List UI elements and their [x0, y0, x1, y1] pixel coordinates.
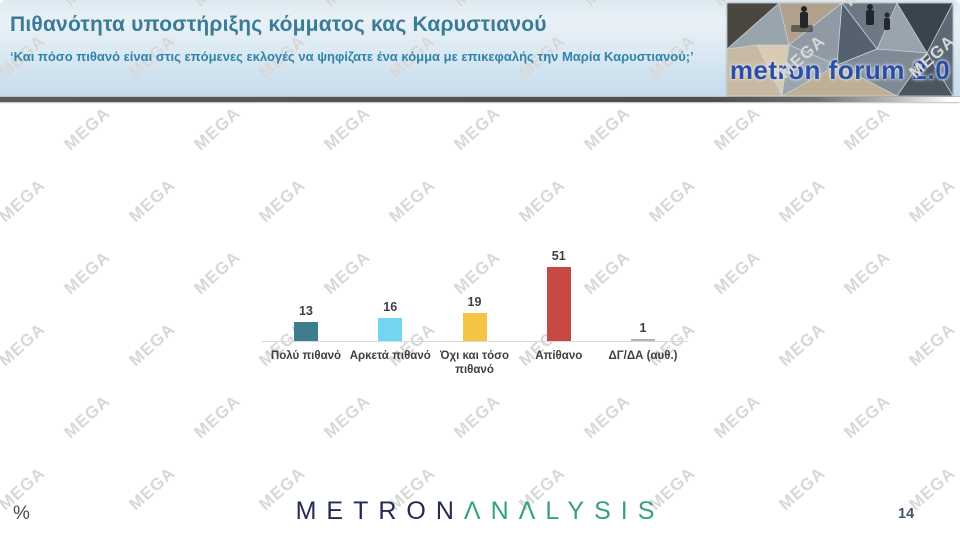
watermark-text: MEGA — [775, 175, 829, 227]
page-number: 14 — [898, 506, 915, 522]
slide-title: Πιθανότητα υποστήριξης κόμματος κας Καρυ… — [10, 13, 547, 36]
category-label-2: Αρκετά πιθανό — [349, 350, 431, 362]
watermark-text: MEGA — [320, 391, 374, 443]
watermark-text: MEGA — [125, 319, 179, 371]
header-divider — [0, 97, 960, 102]
watermark-text: MEGA — [60, 535, 114, 540]
watermark-text: MEGA — [320, 103, 374, 155]
watermark-text: MEGA — [450, 103, 504, 155]
bar-2 — [378, 318, 403, 341]
logo-metron: METRON — [295, 497, 464, 525]
people-silhouettes — [791, 4, 890, 32]
watermark-text: MEGA — [450, 391, 504, 443]
slide-subtitle: ‘Και πόσο πιθανό είναι στις επόμενες εκλ… — [10, 49, 694, 64]
watermark-text: MEGA — [645, 175, 699, 227]
watermark-text: MEGA — [320, 535, 374, 540]
watermark-text: MEGA — [190, 535, 244, 540]
watermark-text: MEGA — [710, 103, 764, 155]
watermark-text: MEGA — [840, 535, 894, 540]
bar-5 — [631, 339, 655, 341]
watermark-text: MEGA — [580, 535, 634, 540]
watermark-text: MEGA — [840, 103, 894, 155]
watermark-text: MEGA — [60, 247, 114, 299]
category-label-5: ΔΓ/ΔΑ (αυθ.) — [608, 350, 678, 362]
metron-forum-photo: metron forum 2.0 — [727, 3, 953, 96]
watermark-text: MEGA — [580, 391, 634, 443]
watermark-text: MEGA — [60, 391, 114, 443]
watermark-text: MEGA — [710, 391, 764, 443]
category-label-1: Πολύ πιθανό — [270, 350, 342, 362]
bar-3 — [462, 313, 487, 341]
bar-value-label-3: 19 — [467, 295, 482, 309]
watermark-text: MEGA — [190, 103, 244, 155]
bar-value-label-2: 16 — [383, 300, 398, 314]
bar-value-label-4: 51 — [551, 249, 566, 263]
watermark-text: MEGA — [190, 247, 244, 299]
watermark-text: MEGA — [60, 103, 114, 155]
unit-label: % — [13, 503, 30, 524]
x-axis-line — [262, 341, 688, 342]
watermark-text: MEGA — [385, 175, 439, 227]
watermark-text: MEGA — [710, 247, 764, 299]
watermark-text: MEGA — [515, 175, 569, 227]
watermark-text: MEGA — [905, 175, 959, 227]
bar-1 — [294, 322, 318, 341]
watermark-text: MEGA — [190, 391, 244, 443]
watermark-text: MEGA — [710, 535, 764, 540]
metron-analysis-logo: METRONΛNΛLYSIS — [0, 497, 960, 526]
watermark-text: MEGA — [125, 175, 179, 227]
category-label-4: Απίθανο — [535, 350, 583, 362]
watermark-text: MEGA — [905, 319, 959, 371]
watermark-text: MEGA — [775, 319, 829, 371]
bar-4 — [546, 267, 571, 341]
logo-analysis: ΛNΛLYSIS — [463, 497, 665, 525]
bar-value-label-1: 13 — [299, 304, 313, 318]
photo-mosaic — [727, 3, 953, 96]
bar-chart: 13 Πολύ πιθανό 16 Αρκετά πιθανό 19 Όχι και τό… — [250, 230, 710, 390]
watermark-text: MEGA — [450, 535, 504, 540]
bar-value-label-5: 1 — [639, 321, 647, 335]
watermark-text: MEGA — [255, 175, 309, 227]
category-label-3: Όχι και τόσο πιθανό — [439, 350, 510, 376]
metron-forum-caption: metron forum 2.0 — [729, 55, 951, 85]
watermark-text: MEGA — [840, 247, 894, 299]
watermark-text: MEGA — [580, 103, 634, 155]
watermark-text: MEGA — [0, 175, 49, 227]
watermark-text: MEGA — [840, 391, 894, 443]
watermark-text: MEGA — [0, 319, 49, 371]
